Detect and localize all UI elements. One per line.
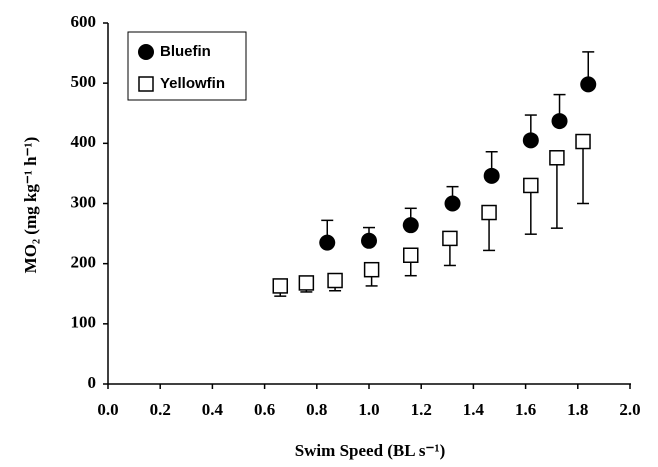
x-tick-label: 1.6 bbox=[515, 400, 536, 419]
x-tick-label: 0.0 bbox=[97, 400, 118, 419]
point bbox=[481, 204, 497, 221]
x-tick-label: 1.8 bbox=[567, 400, 588, 419]
point bbox=[575, 133, 591, 150]
x-tick-label: 1.4 bbox=[463, 400, 485, 419]
legend-box bbox=[127, 31, 247, 101]
point bbox=[522, 132, 539, 149]
x-tick-label: 1.2 bbox=[411, 400, 432, 419]
error-bar bbox=[550, 157, 563, 229]
x-tick-label: 0.6 bbox=[254, 400, 275, 419]
legend-marker bbox=[138, 76, 154, 92]
point bbox=[523, 177, 539, 194]
point bbox=[319, 234, 336, 251]
y-tick-label: 400 bbox=[71, 132, 97, 151]
y-tick-label: 300 bbox=[71, 192, 97, 211]
point bbox=[402, 217, 419, 234]
y-tick-label: 0 bbox=[88, 373, 97, 392]
x-axis-title: Swim Speed (BL s⁻¹) bbox=[295, 441, 446, 460]
error-bar bbox=[524, 185, 537, 235]
x-tick-label: 0.8 bbox=[306, 400, 327, 419]
x-tick-label: 1.0 bbox=[358, 400, 379, 419]
point bbox=[580, 76, 597, 93]
y-tick-label: 500 bbox=[71, 72, 97, 91]
y-axis-title: MO₂ (mg kg⁻¹ h⁻¹) bbox=[21, 137, 40, 274]
point bbox=[483, 167, 500, 184]
x-tick-label: 0.2 bbox=[150, 400, 171, 419]
point bbox=[298, 275, 315, 291]
point bbox=[272, 278, 289, 294]
legend-marker bbox=[138, 44, 154, 60]
y-tick-label: 200 bbox=[71, 253, 97, 272]
y-tick-label: 600 bbox=[71, 12, 97, 31]
legend-label: Yellowfin bbox=[160, 75, 225, 92]
point bbox=[361, 232, 377, 249]
point bbox=[363, 261, 380, 278]
point bbox=[444, 195, 461, 212]
point bbox=[442, 230, 458, 247]
y-tick-label: 100 bbox=[71, 313, 97, 332]
point bbox=[403, 247, 419, 263]
error-bar bbox=[577, 141, 590, 205]
point bbox=[549, 150, 565, 166]
x-tick-label: 0.4 bbox=[202, 400, 224, 419]
point bbox=[327, 272, 343, 289]
point bbox=[551, 113, 568, 130]
legend-label: Bluefin bbox=[160, 43, 211, 60]
x-tick-label: 2.0 bbox=[619, 400, 640, 419]
